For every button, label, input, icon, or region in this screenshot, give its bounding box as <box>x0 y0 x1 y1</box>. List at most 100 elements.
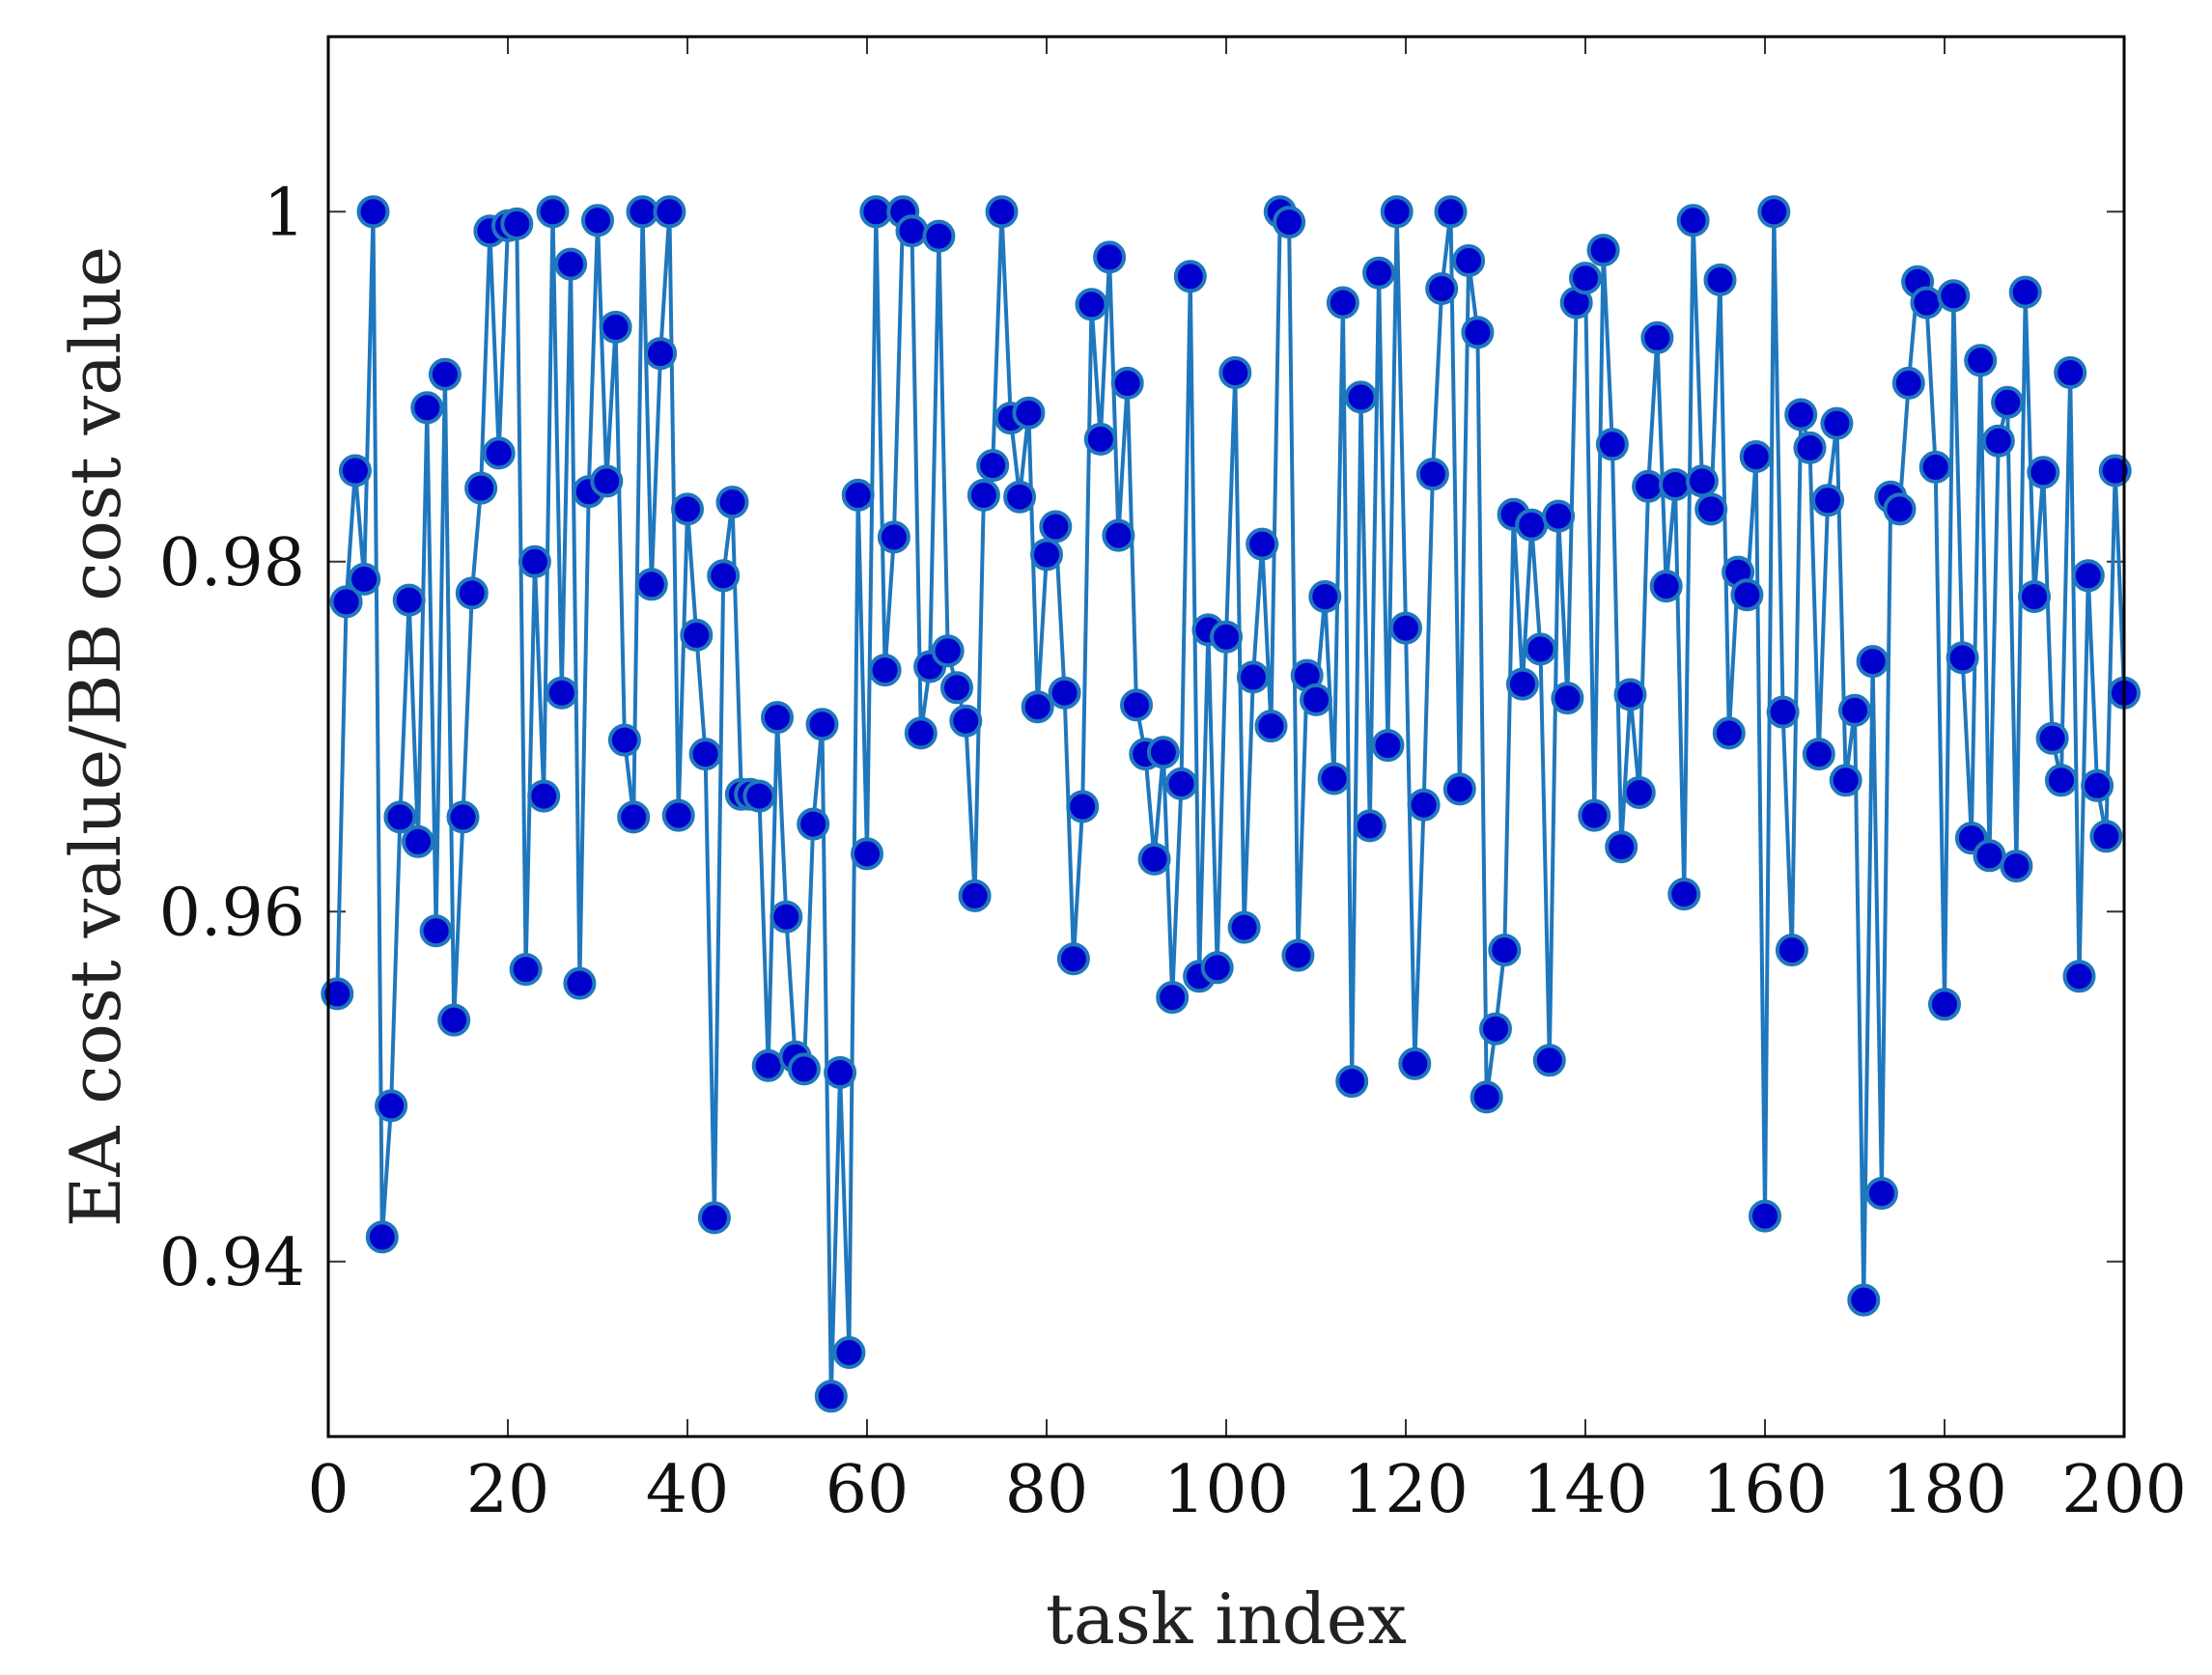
data-point <box>1137 842 1171 876</box>
series-markers-group <box>321 195 2141 1413</box>
data-point <box>715 486 749 519</box>
data-point <box>1425 272 1459 305</box>
data-point <box>1730 578 1764 612</box>
data-point <box>1120 688 1153 722</box>
data-point <box>1793 431 1827 464</box>
data-point <box>1300 683 1332 716</box>
data-point <box>1981 424 2015 458</box>
data-point <box>1012 396 1046 430</box>
data-point <box>1146 736 1180 769</box>
data-point <box>1317 762 1351 796</box>
data-point <box>1335 1065 1369 1099</box>
x-tick-label: 60 <box>826 1452 910 1528</box>
data-point <box>1757 195 1791 229</box>
x-tick-label: 40 <box>646 1452 730 1528</box>
data-point <box>1344 380 1378 414</box>
data-point <box>428 357 462 391</box>
data-point <box>1964 344 1998 377</box>
data-point <box>1362 256 1396 290</box>
data-point <box>1532 1044 1566 1077</box>
data-point <box>851 837 883 871</box>
data-point <box>1488 934 1522 967</box>
data-point <box>868 654 902 687</box>
data-point <box>1739 440 1773 473</box>
data-point <box>1353 809 1386 843</box>
data-point <box>464 471 498 505</box>
data-point <box>1973 839 2006 873</box>
data-point <box>1883 492 1917 526</box>
data-point <box>626 195 659 229</box>
data-point <box>1452 244 1486 277</box>
data-point <box>976 449 1010 483</box>
data-point <box>1461 316 1495 349</box>
data-point <box>761 701 794 735</box>
y-tick-label: 0.96 <box>159 875 305 951</box>
data-point <box>338 454 372 488</box>
x-tick-labels: 0 20 40 60 80 100 120 140 160 180 200 <box>307 1452 2187 1528</box>
data-point <box>895 214 929 248</box>
plot-frame <box>326 35 2126 1438</box>
data-point <box>518 544 551 578</box>
data-point <box>1586 234 1620 267</box>
data-point <box>1093 240 1127 274</box>
data-point <box>1802 738 1835 771</box>
data-point <box>1048 676 1081 710</box>
data-point <box>392 583 426 617</box>
data-point <box>2008 275 2042 309</box>
data-point <box>1281 938 1315 972</box>
data-point <box>545 676 578 710</box>
data-point <box>563 966 597 1000</box>
data-point <box>824 1056 857 1089</box>
data-point <box>644 337 678 371</box>
data-point <box>1075 288 1108 321</box>
data-point <box>1703 263 1737 296</box>
data-point <box>797 807 830 841</box>
data-point <box>814 1380 848 1413</box>
x-tick-label: 140 <box>1523 1452 1648 1528</box>
data-point <box>1694 492 1728 526</box>
x-axis-title: task index <box>1046 1578 1407 1660</box>
x-tick-label: 120 <box>1343 1452 1469 1528</box>
data-point <box>1389 611 1422 645</box>
data-point <box>841 478 875 512</box>
data-point <box>1820 406 1854 440</box>
data-point <box>1218 356 1252 389</box>
data-point <box>590 464 624 498</box>
y-axis-title: EA cost value/BB cost value <box>55 246 136 1228</box>
data-point <box>904 716 938 750</box>
data-point <box>1551 682 1584 715</box>
data-point <box>1712 716 1746 750</box>
data-point <box>661 798 695 832</box>
data-point <box>958 879 992 912</box>
data-point <box>1864 1177 1898 1211</box>
data-point <box>949 704 983 738</box>
data-point <box>1326 286 1359 320</box>
data-point <box>500 207 534 240</box>
data-point <box>348 562 381 596</box>
data-point <box>1918 450 1952 484</box>
data-point <box>2027 456 2060 489</box>
data-point <box>455 576 489 610</box>
data-point <box>2000 850 2033 883</box>
data-point <box>1066 790 1100 824</box>
data-point <box>482 436 516 470</box>
data-point <box>1479 1012 1512 1046</box>
data-point <box>2081 768 2114 802</box>
data-point <box>1173 260 1207 293</box>
data-point <box>1946 641 1979 675</box>
x-tick-label: 100 <box>1163 1452 1289 1528</box>
data-point <box>680 618 714 652</box>
data-point <box>509 953 543 987</box>
data-point <box>1505 667 1539 701</box>
data-point <box>321 977 354 1011</box>
data-point <box>1659 468 1692 501</box>
data-point <box>2098 454 2132 488</box>
series-line-group <box>335 209 2126 1399</box>
data-point <box>1398 1047 1432 1080</box>
data-point <box>1542 499 1576 533</box>
data-point <box>1083 422 1117 456</box>
data-point <box>751 1048 785 1082</box>
data-point <box>1676 204 1710 237</box>
